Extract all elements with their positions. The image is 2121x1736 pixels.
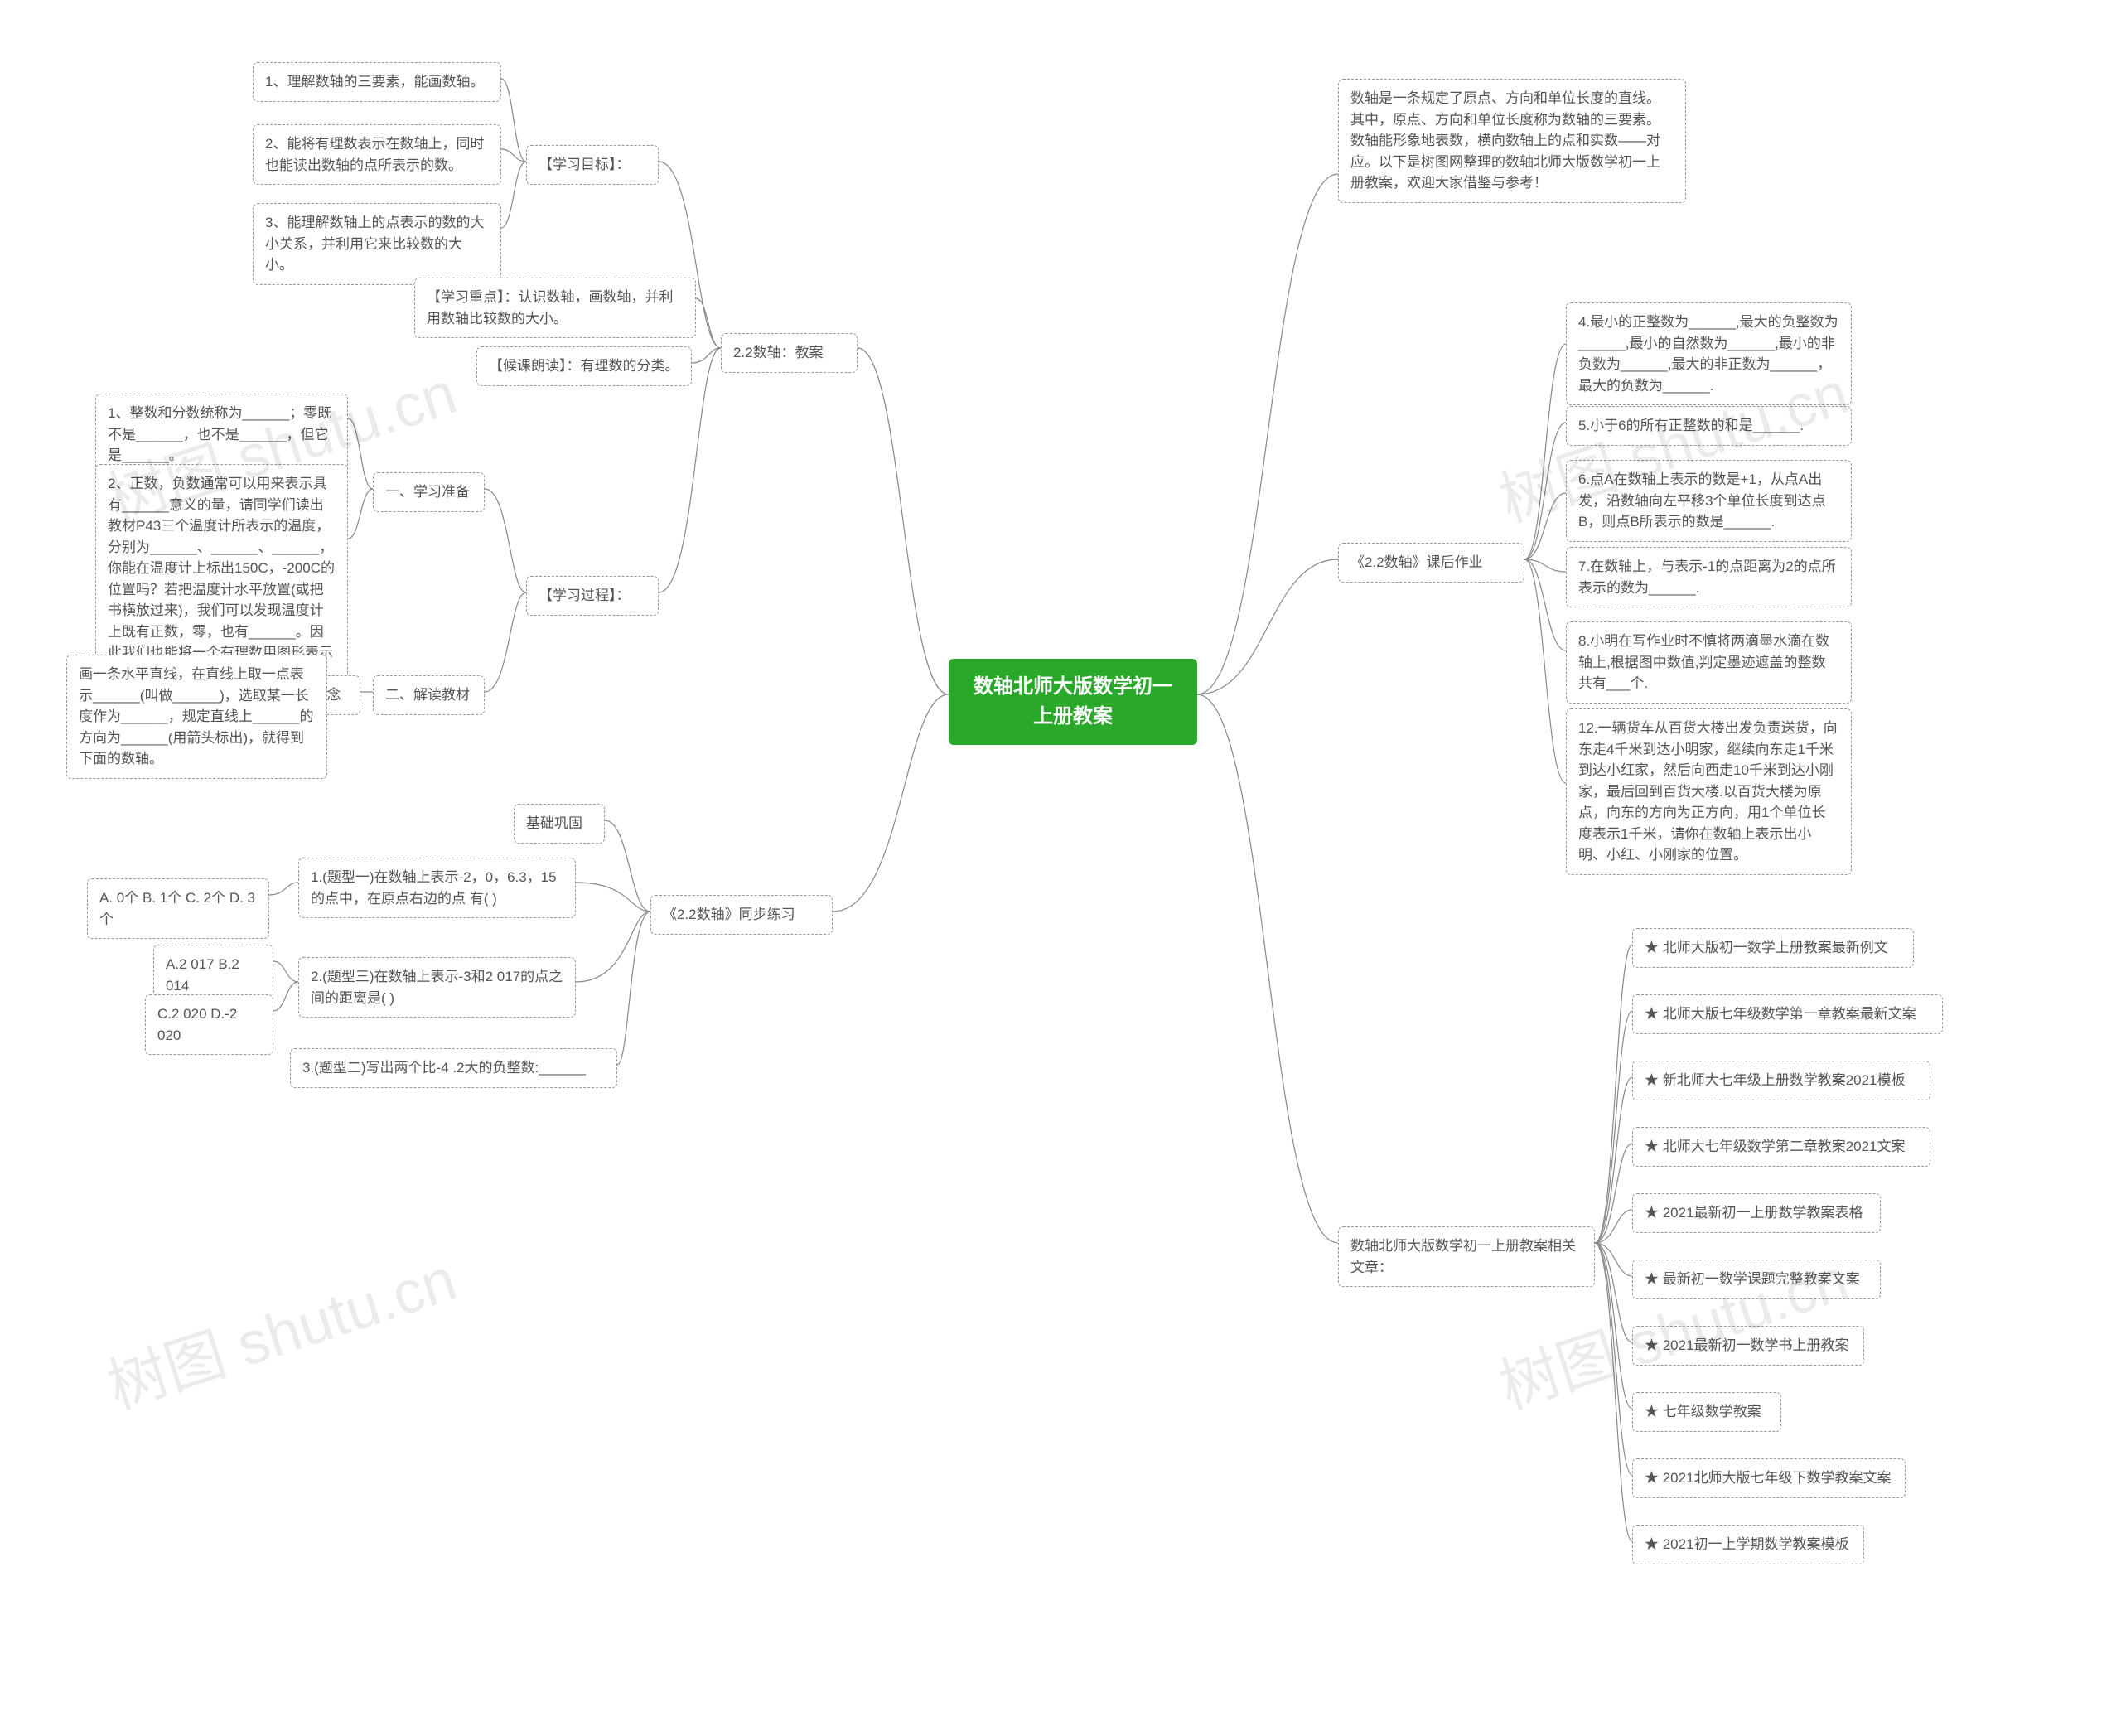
intro-text: 数轴是一条规定了原点、方向和单位长度的直线。其中，原点、方向和单位长度称为数轴的… bbox=[1350, 90, 1660, 191]
node-b1c: 【候课朗读】：有理数的分类。 bbox=[476, 346, 692, 386]
node-c1c-text: 2.(题型三)在数轴上表示-3和2 017的点之间的距离是( ) bbox=[311, 969, 563, 1006]
watermark: 树图 shutu.cn bbox=[94, 1231, 465, 1425]
node-e1h: ★ 七年级数学教案 bbox=[1632, 1392, 1781, 1432]
node-e1g: ★ 2021最新初一数学书上册教案 bbox=[1632, 1326, 1864, 1366]
node-c1b1: A. 0个 B. 1个 C. 2个 D. 3个 bbox=[87, 878, 269, 939]
node-b1a3-text: 3、能理解数轴上的点表示的数的大小关系，并利用它来比较数的大小。 bbox=[265, 215, 484, 273]
node-e1j: ★ 2021初一上学期数学教案模板 bbox=[1632, 1525, 1864, 1564]
node-b1d: 【学习过程】： bbox=[526, 576, 659, 616]
node-b1a3: 3、能理解数轴上的点表示的数的大小关系，并利用它来比较数的大小。 bbox=[253, 203, 501, 285]
node-c1d: 3.(题型二)写出两个比-4 .2大的负整数:______ bbox=[290, 1048, 617, 1088]
node-b1c-text: 【候课朗读】：有理数的分类。 bbox=[489, 358, 679, 374]
node-c1b: 1.(题型一)在数轴上表示-2，0，6.3，15的点中，在原点右边的点 有( ) bbox=[298, 858, 576, 918]
node-b1a1: 1、理解数轴的三要素，能画数轴。 bbox=[253, 62, 501, 102]
node-b1d3a-vis-text: 画一条水平直线，在直线上取一点表示______(叫做______)，选取某一长度… bbox=[79, 666, 313, 766]
node-e1i-text: ★ 2021北师大版七年级下数学教案文案 bbox=[1645, 1470, 1892, 1486]
node-b1d-text: 【学习过程】： bbox=[539, 588, 631, 603]
node-d1f-text: 12.一辆货车从百货大楼出发负责送货，向东走4千米到达小明家，继续向东走1千米到… bbox=[1578, 720, 1838, 863]
node-d1e-text: 8.小明在写作业时不慎将两滴墨水滴在数轴上,根据图中数值,判定墨迹遮盖的整数共有… bbox=[1578, 633, 1829, 691]
node-e1: 数轴北师大版数学初一上册教案相关文章： bbox=[1338, 1226, 1595, 1287]
node-c1c2: C.2 020 D.-2 020 bbox=[145, 994, 273, 1055]
node-b1b-text: 【学习重点】：认识数轴，画数轴，并利用数轴比较数的大小。 bbox=[427, 289, 674, 326]
node-b1a2: 2、能将有理数表示在数轴上，同时也能读出数轴的点所表示的数。 bbox=[253, 124, 501, 185]
node-b1d2: 二、解读教材 bbox=[373, 675, 485, 715]
node-b1d3a-vis: 画一条水平直线，在直线上取一点表示______(叫做______)，选取某一长度… bbox=[66, 655, 327, 779]
node-e1d-text: ★ 北师大七年级数学第二章教案2021文案 bbox=[1645, 1139, 1906, 1154]
node-d1a-text: 4.最小的正整数为______,最大的负整数为______,最小的自然数为___… bbox=[1578, 314, 1838, 394]
node-c1c2-text: C.2 020 D.-2 020 bbox=[157, 1006, 237, 1043]
node-d1b-text: 5.小于6的所有正整数的和是______. bbox=[1578, 418, 1804, 433]
node-c1a: 基础巩固 bbox=[514, 804, 605, 844]
node-e1f-text: ★ 最新初一数学课题完整教案文案 bbox=[1645, 1271, 1860, 1287]
node-c1-text: 《2.2数轴》同步练习 bbox=[663, 907, 795, 922]
node-d1b: 5.小于6的所有正整数的和是______. bbox=[1566, 406, 1852, 446]
node-b1a-text: 【学习目标】： bbox=[539, 157, 631, 172]
node-b1d2-text: 二、解读教材 bbox=[385, 687, 470, 703]
node-c1c: 2.(题型三)在数轴上表示-3和2 017的点之间的距离是( ) bbox=[298, 957, 576, 1018]
node-b1a: 【学习目标】： bbox=[526, 145, 659, 185]
node-d1c-text: 6.点A在数轴上表示的数是+1，从点A出发，沿数轴向左平移3个单位长度到达点B，… bbox=[1578, 471, 1825, 530]
node-d1d-text: 7.在数轴上，与表示-1的点距离为2的点所表示的数为______. bbox=[1578, 559, 1836, 596]
intro-node: 数轴是一条规定了原点、方向和单位长度的直线。其中，原点、方向和单位长度称为数轴的… bbox=[1338, 79, 1686, 203]
node-e1a-text: ★ 北师大版初一数学上册教案最新例文 bbox=[1645, 940, 1888, 955]
node-e1a: ★ 北师大版初一数学上册教案最新例文 bbox=[1632, 928, 1914, 968]
node-e1b-text: ★ 北师大版七年级数学第一章教案最新文案 bbox=[1645, 1006, 1916, 1022]
node-c1b-text: 1.(题型一)在数轴上表示-2，0，6.3，15的点中，在原点右边的点 有( ) bbox=[311, 869, 557, 907]
node-e1c: ★ 新北师大七年级上册数学教案2021模板 bbox=[1632, 1061, 1930, 1100]
node-d1a: 4.最小的正整数为______,最大的负整数为______,最小的自然数为___… bbox=[1566, 302, 1852, 405]
root-text: 数轴北师大版数学初一上册教案 bbox=[974, 675, 1172, 728]
node-b1d1b-text: 2、正数，负数通常可以用来表示具有______意义的量，请同学们读出教材P43三… bbox=[108, 476, 335, 682]
node-e1g-text: ★ 2021最新初一数学书上册教案 bbox=[1645, 1337, 1849, 1353]
node-c1a-text: 基础巩固 bbox=[526, 815, 582, 831]
root-node: 数轴北师大版数学初一上册教案 bbox=[949, 659, 1197, 745]
node-c1d-text: 3.(题型二)写出两个比-4 .2大的负整数:______ bbox=[302, 1060, 586, 1076]
node-b1d1: 一、学习准备 bbox=[373, 472, 485, 512]
node-c1b1-text: A. 0个 B. 1个 C. 2个 D. 3个 bbox=[99, 890, 255, 927]
node-d1: 《2.2数轴》课后作业 bbox=[1338, 543, 1524, 583]
node-e1f: ★ 最新初一数学课题完整教案文案 bbox=[1632, 1260, 1881, 1299]
node-e1d: ★ 北师大七年级数学第二章教案2021文案 bbox=[1632, 1127, 1930, 1167]
node-d1f: 12.一辆货车从百货大楼出发负责送货，向东走4千米到达小明家，继续向东走1千米到… bbox=[1566, 708, 1852, 875]
node-b1b: 【学习重点】：认识数轴，画数轴，并利用数轴比较数的大小。 bbox=[414, 278, 696, 338]
node-d1c: 6.点A在数轴上表示的数是+1，从点A出发，沿数轴向左平移3个单位长度到达点B，… bbox=[1566, 460, 1852, 542]
node-e1c-text: ★ 新北师大七年级上册数学教案2021模板 bbox=[1645, 1072, 1906, 1088]
node-d1d: 7.在数轴上，与表示-1的点距离为2的点所表示的数为______. bbox=[1566, 547, 1852, 607]
node-c1c1-text: A.2 017 B.2 014 bbox=[166, 956, 239, 994]
node-b1d1-text: 一、学习准备 bbox=[385, 484, 470, 500]
node-e1e: ★ 2021最新初一上册数学教案表格 bbox=[1632, 1193, 1881, 1233]
node-b1: 2.2数轴：教案 bbox=[721, 333, 858, 373]
node-e1h-text: ★ 七年级数学教案 bbox=[1645, 1404, 1761, 1419]
node-b1-text: 2.2数轴：教案 bbox=[733, 345, 824, 360]
node-e1e-text: ★ 2021最新初一上册数学教案表格 bbox=[1645, 1205, 1863, 1221]
node-e1b: ★ 北师大版七年级数学第一章教案最新文案 bbox=[1632, 994, 1943, 1034]
node-b1d1a: 1、整数和分数统称为______；零既不是______，也不是______，但它… bbox=[95, 394, 348, 476]
node-d1e: 8.小明在写作业时不慎将两滴墨水滴在数轴上,根据图中数值,判定墨迹遮盖的整数共有… bbox=[1566, 621, 1852, 704]
node-b1a1-text: 1、理解数轴的三要素，能画数轴。 bbox=[265, 74, 484, 89]
node-e1-text: 数轴北师大版数学初一上册教案相关文章： bbox=[1350, 1238, 1576, 1275]
node-e1j-text: ★ 2021初一上学期数学教案模板 bbox=[1645, 1536, 1849, 1552]
node-d1-text: 《2.2数轴》课后作业 bbox=[1350, 554, 1483, 570]
node-b1a2-text: 2、能将有理数表示在数轴上，同时也能读出数轴的点所表示的数。 bbox=[265, 136, 484, 173]
node-b1d1a-text: 1、整数和分数统称为______；零既不是______，也不是______，但它… bbox=[108, 405, 331, 463]
node-e1i: ★ 2021北师大版七年级下数学教案文案 bbox=[1632, 1458, 1906, 1498]
node-c1: 《2.2数轴》同步练习 bbox=[650, 895, 833, 935]
